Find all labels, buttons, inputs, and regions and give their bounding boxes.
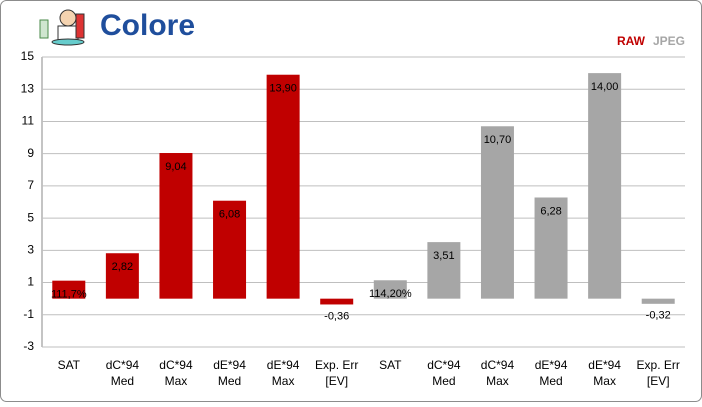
data-label: 6,28 (540, 205, 561, 217)
data-label: 111,7% (51, 289, 87, 301)
x-tick-label: Med (432, 374, 455, 388)
x-tick-label: Exp. Err (637, 358, 680, 372)
x-tick-label: [EV] (325, 374, 348, 388)
bar (159, 153, 193, 299)
bar (641, 298, 675, 304)
y-tick-label: -3 (23, 339, 34, 353)
y-tick-label: 11 (22, 114, 35, 128)
chart-title: Colore (100, 9, 195, 42)
x-tick-label: dE*94 (588, 358, 621, 372)
data-label: 6,08 (219, 209, 240, 221)
data-label: 14,00 (591, 81, 619, 93)
bar (480, 126, 514, 299)
y-tick-label: -1 (23, 307, 34, 321)
x-tick-label: Med (539, 374, 562, 388)
bar (213, 200, 247, 299)
x-tick-label: [EV] (647, 374, 670, 388)
x-tick-label: dC*94 (481, 358, 515, 372)
bar (588, 73, 622, 299)
data-label: 114,20% (369, 288, 412, 300)
bar (320, 298, 354, 305)
data-label: 13,90 (269, 83, 297, 95)
bar (52, 280, 86, 299)
x-tick-label: dC*94 (106, 358, 140, 372)
x-tick-label: SAT (379, 358, 402, 372)
legend-entry: RAW (617, 34, 646, 48)
data-label: -0,32 (646, 310, 671, 322)
y-tick-label: 13 (21, 81, 35, 95)
x-tick-label: Max (272, 374, 295, 388)
bar (373, 280, 407, 299)
x-tick-label: SAT (58, 358, 81, 372)
y-tick-label: 7 (27, 178, 34, 192)
data-label: 2,82 (112, 261, 133, 273)
legend-entry: JPEG (653, 34, 685, 48)
x-tick-label: Exp. Err (315, 358, 358, 372)
y-tick-label: 5 (27, 210, 34, 224)
data-label: -0,36 (324, 310, 349, 322)
bar (266, 74, 300, 299)
x-tick-label: Med (218, 374, 241, 388)
x-tick-label: Max (165, 374, 188, 388)
bar (105, 253, 139, 299)
x-tick-label: dE*94 (267, 358, 300, 372)
x-tick-label: dE*94 (535, 358, 568, 372)
x-tick-label: Med (111, 374, 134, 388)
y-tick-label: 15 (21, 49, 35, 63)
x-tick-label: dC*94 (427, 358, 461, 372)
logo-icon (39, 9, 85, 46)
bar (427, 242, 461, 299)
data-label: 9,04 (165, 161, 186, 173)
x-tick-label: dE*94 (213, 358, 246, 372)
bar (534, 197, 568, 299)
x-tick-label: Max (593, 374, 616, 388)
y-tick-label: 3 (27, 243, 34, 257)
x-tick-label: dC*94 (159, 358, 193, 372)
y-tick-label: 9 (27, 146, 34, 160)
data-label: 10,70 (484, 134, 512, 146)
data-label: 3,51 (433, 250, 454, 262)
y-tick-label: 1 (27, 275, 34, 289)
x-tick-label: Max (486, 374, 509, 388)
